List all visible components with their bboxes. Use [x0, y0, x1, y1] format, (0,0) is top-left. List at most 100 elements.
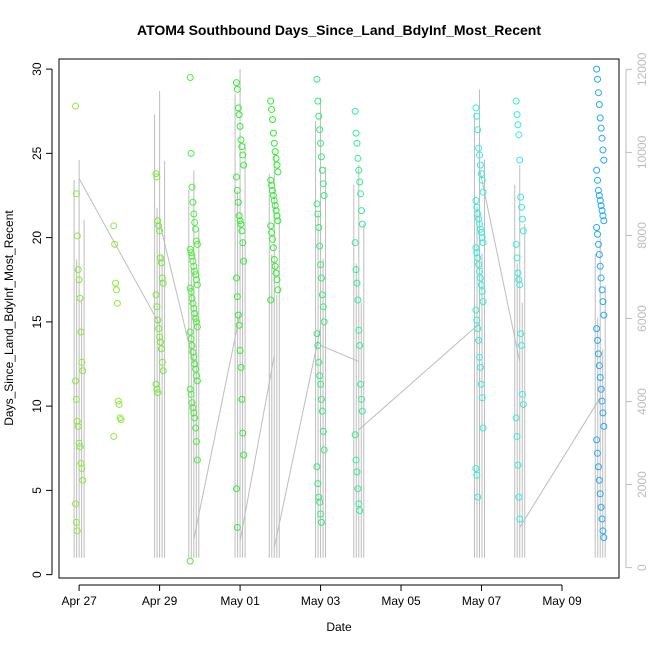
scatter-point [475, 144, 483, 152]
scatter-point [110, 432, 118, 440]
scatter-point [476, 363, 484, 371]
scatter-point [72, 500, 80, 508]
scatter-point [598, 207, 606, 215]
scatter-point [154, 389, 162, 397]
scatter-point [314, 210, 322, 218]
y-tick-label: 15 [30, 315, 44, 329]
scatter-point [317, 139, 325, 147]
scatter-point [593, 325, 601, 333]
scatter-point [269, 244, 277, 252]
scatter-point [355, 500, 363, 508]
scatter-point [239, 429, 247, 437]
scatter-point [193, 456, 201, 464]
scatter-point [595, 362, 603, 370]
x-tick-label: Apr 29 [142, 594, 178, 608]
scatter-point [351, 239, 359, 247]
scatter-point [476, 151, 484, 159]
scatter-point [315, 224, 323, 232]
scatter-point [598, 134, 606, 142]
scatter-point [272, 207, 280, 215]
secondary-connector [273, 327, 322, 548]
scatter-point [593, 65, 601, 73]
scatter-point [519, 400, 527, 408]
scatter-point [595, 476, 603, 484]
scatter-point [73, 417, 81, 425]
scatter-point [478, 288, 486, 296]
scatter-point [600, 534, 608, 542]
scatter-point [192, 271, 200, 279]
scatter-point [355, 166, 363, 174]
scatter-point [187, 390, 195, 398]
scatter-point [271, 262, 279, 270]
scatter-point [356, 341, 364, 349]
scatter-point [597, 274, 605, 282]
scatter-point [317, 261, 325, 269]
scatter-point [472, 306, 480, 314]
x-tick-label: May 05 [381, 594, 421, 608]
scatter-point [192, 225, 200, 233]
scatter-point [155, 222, 163, 230]
scatter-point [473, 471, 481, 479]
y2-tick-label: 0 [635, 564, 649, 571]
secondary-connector [320, 344, 359, 362]
scatter-point [153, 385, 161, 393]
scatter-point [319, 180, 327, 188]
scatter-point [595, 191, 603, 199]
scatter-point [320, 446, 328, 454]
secondary-connector [358, 323, 480, 431]
scatter-point [518, 390, 526, 398]
scatter-point [270, 256, 278, 264]
scatter-point [479, 424, 487, 432]
scatter-point [75, 276, 83, 284]
scatter-point [112, 279, 120, 287]
scatter-point [240, 451, 248, 459]
scatter-point [272, 269, 280, 277]
scatter-point [353, 468, 361, 476]
scatter-point [320, 318, 328, 326]
scatter-point [593, 436, 601, 444]
scatter-point [273, 161, 281, 169]
scatter-point [268, 229, 276, 237]
scatter-point [193, 276, 201, 284]
scatter-point [595, 250, 603, 258]
scatter-point [187, 288, 195, 296]
scatter-point [514, 121, 522, 129]
scatter-point [472, 104, 480, 112]
scatter-point [237, 136, 245, 144]
scatter-point [114, 397, 122, 405]
secondary-connector [479, 168, 521, 362]
secondary-connector [239, 355, 275, 542]
y-tick-label: 25 [30, 146, 44, 160]
scatter-point [317, 153, 325, 161]
scatter-point [188, 341, 196, 349]
scatter-point [273, 276, 281, 284]
scatter-point [314, 97, 322, 105]
scatter-point [191, 267, 199, 275]
scatter-point [477, 170, 485, 178]
scatter-point [73, 232, 81, 240]
scatter-point [598, 397, 606, 405]
scatter-point [274, 217, 282, 225]
scatter-point [351, 107, 359, 115]
scatter-point [516, 515, 524, 523]
scatter-point [192, 424, 200, 432]
scatter-point [355, 326, 363, 334]
scatter-point [352, 456, 360, 464]
x-axis: Apr 27 Apr 29 May 01 May 03 May 05 May 07 May … [61, 584, 582, 608]
scatter-point [316, 126, 324, 134]
scatter-point [189, 299, 197, 307]
scatter-point [476, 220, 484, 228]
scatter-point [517, 193, 525, 201]
scatter-point [474, 126, 482, 134]
scatter-point [238, 143, 246, 151]
scatter-point [600, 156, 608, 164]
scatter-point [153, 173, 161, 181]
scatter-point [188, 399, 196, 407]
scatter-point [318, 166, 326, 174]
scatter-point [472, 197, 480, 205]
scatter-point [156, 227, 164, 235]
scatter-point [475, 261, 483, 269]
scatter-point [313, 200, 321, 208]
scatter-point [271, 148, 279, 156]
